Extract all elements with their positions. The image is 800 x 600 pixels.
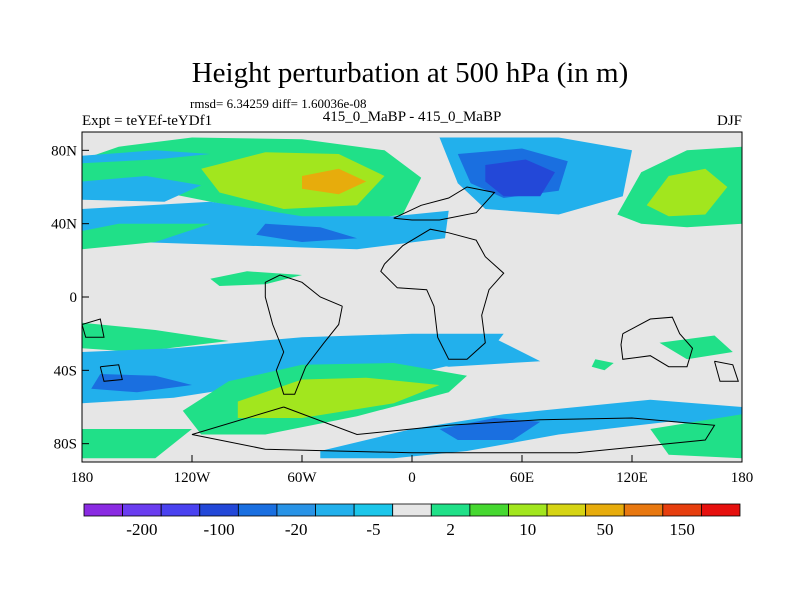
colorbar-swatch <box>508 503 548 517</box>
coastline-1 <box>264 274 343 395</box>
colorbar-label: 50 <box>596 520 613 539</box>
colorbar-label: -100 <box>203 520 234 539</box>
contour-region-19 <box>237 377 440 418</box>
coastline-3 <box>393 186 496 221</box>
left-label: Expt = teYEf-teYDf1 <box>82 113 212 129</box>
coastline-0 <box>380 228 505 360</box>
colorbar-label: 10 <box>519 520 536 539</box>
contour-region-17 <box>393 333 541 367</box>
x-tick-label: 120W <box>174 470 212 486</box>
colorbar-swatch <box>701 503 741 517</box>
colorbar-swatch <box>237 503 278 517</box>
contour-region-14 <box>82 322 229 352</box>
colorbar-swatch <box>122 503 162 517</box>
colorbar-label: -5 <box>366 520 380 539</box>
coastline-6 <box>714 360 739 382</box>
x-tick-label: 60E <box>510 470 534 486</box>
colorbar-swatch <box>430 503 471 517</box>
contour-region-9 <box>485 159 555 197</box>
x-tick-label: 60W <box>287 470 317 486</box>
colorbar-swatch <box>315 503 355 517</box>
x-tick-label: 0 <box>408 470 416 486</box>
contour-region-23 <box>650 414 742 459</box>
contour-region-12 <box>82 150 211 164</box>
y-tick-label: 40N <box>51 217 77 233</box>
contour-region-6 <box>82 223 211 250</box>
contour-region-16 <box>91 374 192 393</box>
contour-region-11 <box>646 168 728 217</box>
colorbar-swatch <box>585 503 625 517</box>
coastline-7 <box>82 318 105 338</box>
colorbar-swatch <box>353 503 394 517</box>
colorbar-swatch <box>160 503 201 517</box>
colorbar-swatch <box>662 503 702 517</box>
colorbar-swatch <box>469 503 509 517</box>
y-tick-label: 40S <box>54 363 77 379</box>
x-tick-label: 180 <box>71 470 94 486</box>
colorbar-swatch <box>276 503 316 517</box>
chart-title: Height perturbation at 500 hPa (in m) <box>192 57 629 89</box>
colorbar-label: 150 <box>669 520 695 539</box>
center-label: 415_0_MaBP - 415_0_MaBP <box>323 109 502 125</box>
x-tick-label: 120E <box>616 470 648 486</box>
chart-subtitle: rmsd= 6.34259 diff= 1.60036e-08 <box>190 96 367 111</box>
colorbar-swatch <box>623 503 664 517</box>
contour-region-1 <box>201 152 385 209</box>
contour-region-5 <box>256 223 357 242</box>
colorbar-swatch <box>83 503 123 517</box>
colorbar-label: -200 <box>126 520 157 539</box>
colorbar-swatch <box>392 503 432 517</box>
coastline-2 <box>620 316 694 368</box>
contour-region-22 <box>439 418 541 440</box>
y-tick-label: 80N <box>51 143 77 159</box>
y-tick-label: 0 <box>70 290 78 306</box>
contour-region-2 <box>302 168 367 195</box>
right-label: DJF <box>717 113 742 129</box>
contour-region-3 <box>82 176 202 202</box>
coastline-4 <box>191 406 716 454</box>
contour-region-24 <box>659 335 733 360</box>
colorbar-label: 2 <box>446 520 455 539</box>
y-tick-label: 80S <box>54 437 77 453</box>
colorbar-label: -20 <box>285 520 308 539</box>
contour-region-25 <box>591 359 614 371</box>
colorbar-swatch <box>199 503 239 517</box>
coastline-5 <box>99 364 123 382</box>
colorbar-swatch <box>546 503 587 517</box>
x-tick-label: 180 <box>731 470 754 486</box>
contour-region-21 <box>320 399 742 459</box>
contour-region-20 <box>82 429 192 459</box>
